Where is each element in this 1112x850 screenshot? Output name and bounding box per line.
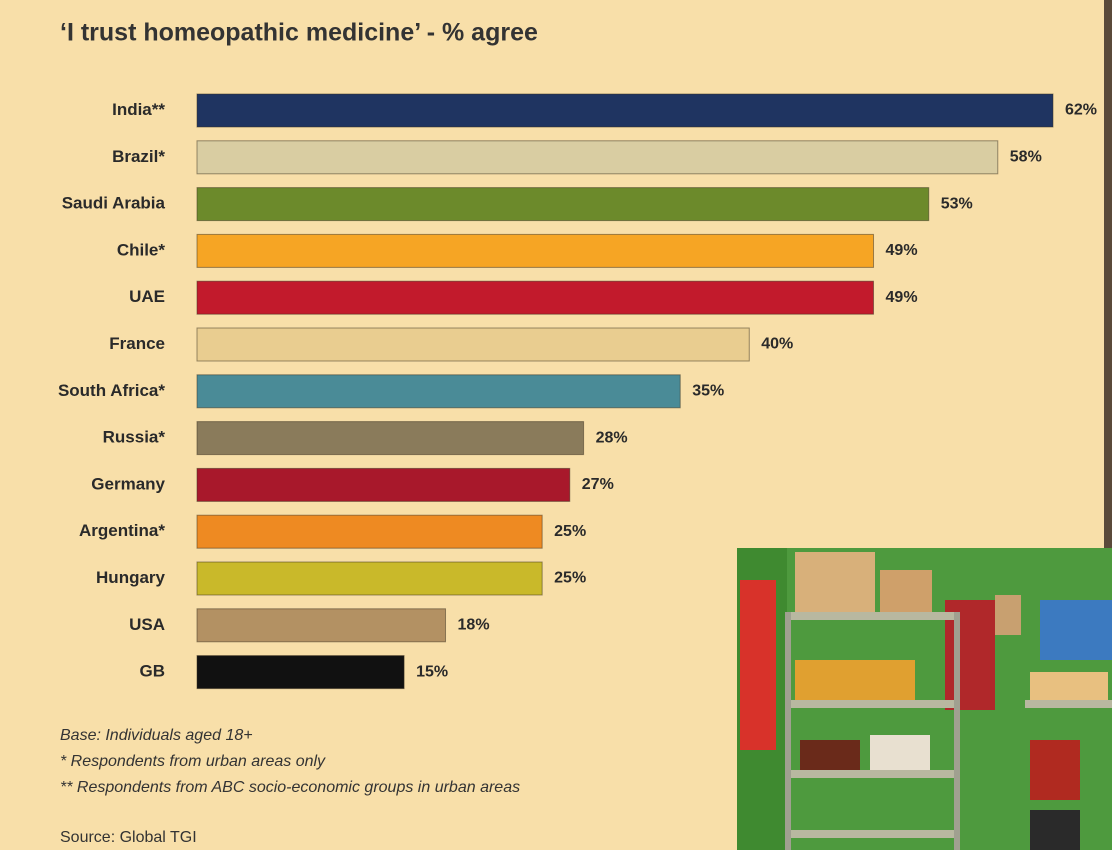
photo-goods <box>1030 740 1080 800</box>
frame-edge <box>1104 0 1112 850</box>
value-label: 25% <box>554 570 586 587</box>
bar <box>196 608 447 643</box>
photo-shelf <box>785 612 960 620</box>
value-label: 27% <box>582 476 614 493</box>
note: ** Respondents from ABC socio-economic g… <box>60 779 520 796</box>
photo-goods <box>1030 672 1108 700</box>
category-label: France <box>109 334 165 353</box>
category-label: Russia* <box>103 428 166 447</box>
category-label: Argentina* <box>79 521 165 540</box>
photo-frame <box>995 595 1021 635</box>
bar <box>196 561 543 596</box>
photo-shelf <box>785 830 960 838</box>
photo-window <box>1040 600 1112 660</box>
value-label: 40% <box>761 336 793 353</box>
value-label: 58% <box>1010 149 1042 166</box>
bar <box>196 374 681 409</box>
value-label: 49% <box>886 242 918 259</box>
value-label: 49% <box>886 289 918 306</box>
photo-box <box>880 570 932 618</box>
note: * Respondents from urban areas only <box>60 753 326 770</box>
photo-poster <box>740 580 776 750</box>
note: Base: Individuals aged 18+ <box>60 727 253 744</box>
category-label: Germany <box>91 474 165 493</box>
value-label: 18% <box>458 617 490 634</box>
category-label: India** <box>112 100 165 119</box>
bar <box>196 233 875 268</box>
category-label: Brazil* <box>112 147 165 166</box>
photo <box>737 548 1112 850</box>
value-label: 53% <box>941 195 973 212</box>
photo-goods <box>795 660 915 700</box>
bar <box>196 327 750 362</box>
value-label: 15% <box>416 663 448 680</box>
bar <box>196 140 999 175</box>
category-label: UAE <box>129 287 165 306</box>
photo-goods <box>870 735 930 770</box>
category-label: Hungary <box>96 568 166 587</box>
bar <box>196 655 405 690</box>
photo-goods <box>1030 810 1080 850</box>
bar <box>196 187 930 222</box>
photo-shelf <box>785 700 960 708</box>
category-label: Chile* <box>117 240 166 259</box>
photo-shelf <box>785 770 960 778</box>
bar <box>196 514 543 549</box>
photo-box <box>795 552 875 614</box>
photo-post <box>954 612 960 850</box>
category-label: GB <box>140 662 166 681</box>
bar <box>196 421 585 456</box>
category-label: South Africa* <box>58 381 165 400</box>
value-label: 35% <box>692 383 724 400</box>
chart-title: ‘I trust homeopathic medicine’ - % agree <box>60 19 538 47</box>
category-label: Saudi Arabia <box>62 194 166 213</box>
value-label: 28% <box>596 429 628 446</box>
bar <box>196 93 1054 128</box>
photo-goods <box>800 740 860 770</box>
category-label: USA <box>129 615 165 634</box>
value-label: 25% <box>554 523 586 540</box>
photo-shelf <box>1025 700 1112 708</box>
photo-post <box>785 612 791 850</box>
bar <box>196 467 571 502</box>
source: Source: Global TGI <box>60 829 197 846</box>
bar <box>196 280 875 315</box>
value-label: 62% <box>1065 102 1097 119</box>
